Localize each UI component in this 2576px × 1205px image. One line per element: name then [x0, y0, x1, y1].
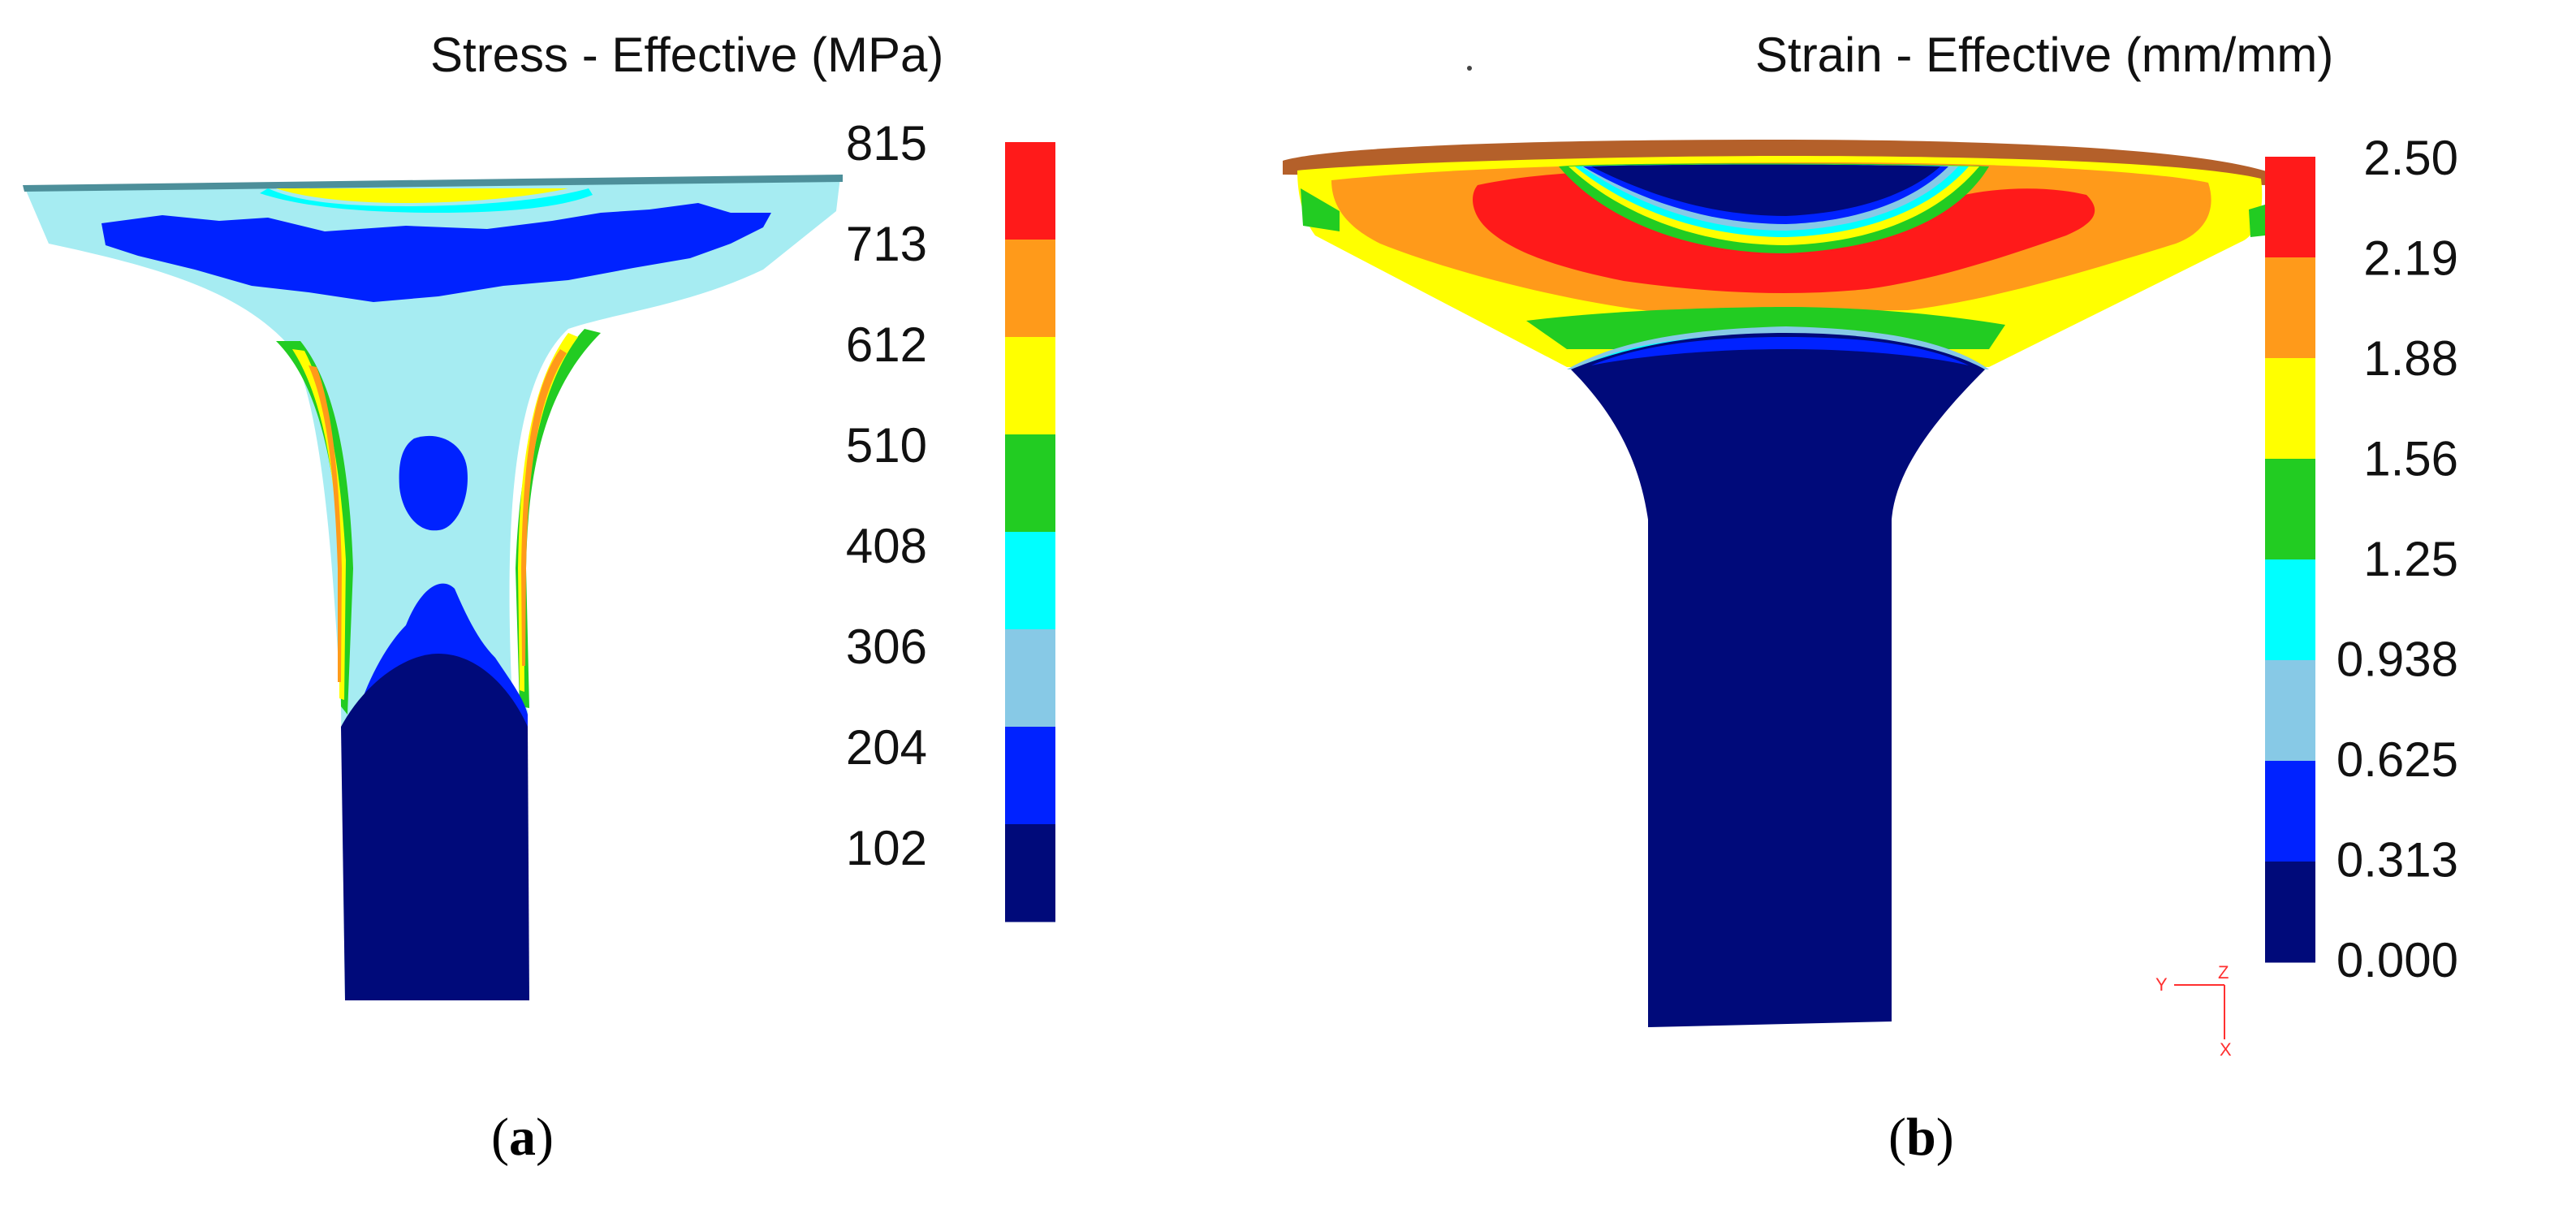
- stress-right-edge-orange: [521, 349, 567, 666]
- stress-contour-plot: [23, 175, 843, 1000]
- legend-tick-label: 1.88: [2363, 331, 2458, 386]
- stress-mid-blue-blob: [399, 435, 468, 531]
- legend-swatch: [1005, 434, 1055, 533]
- legend-swatch: [1005, 727, 1055, 825]
- speck-mark: [1467, 66, 1472, 71]
- legend-swatch: [1005, 824, 1055, 922]
- strain-contour-plot: [1283, 140, 2269, 1027]
- panel-a: Stress - Effective (MPa): [23, 28, 1055, 1167]
- legend-tick-label: 612: [846, 317, 927, 372]
- panel-b-title: Strain - Effective (mm/mm): [1755, 28, 2333, 82]
- strain-stem-navy: [1571, 333, 1985, 1027]
- legend-tick-label: 2.19: [2363, 231, 2458, 286]
- legend-swatch: [1005, 240, 1055, 338]
- legend-swatch: [2265, 559, 2315, 661]
- stress-top-cyan-band: [260, 188, 593, 213]
- triad-z-label: Z: [2218, 962, 2229, 983]
- panel-b: Strain - Effective (mm/mm): [1283, 28, 2458, 1167]
- legend-swatch: [1005, 337, 1055, 435]
- legend-tick-label: 713: [846, 217, 927, 271]
- stress-top-plate: [23, 175, 843, 192]
- stress-left-edge-orange: [309, 365, 342, 682]
- legend-tick-label: 1.25: [2363, 532, 2458, 586]
- strain-left-green: [1301, 188, 1340, 231]
- panel-a-caption: (a): [491, 1108, 554, 1167]
- legend-tick-label: 510: [846, 418, 927, 473]
- legend-tick-label: 0.938: [2337, 633, 2458, 687]
- legend-tick-label: 204: [846, 720, 927, 775]
- stress-top-yellow: [276, 188, 568, 203]
- legend-swatch: [2265, 157, 2315, 258]
- legend-tick-label: 0.000: [2337, 933, 2458, 987]
- strain-bowl-navy: [1591, 164, 1940, 216]
- panel-a-title: Stress - Effective (MPa): [430, 28, 943, 82]
- stress-left-edge-green: [276, 341, 353, 715]
- stress-legend: 815 713 612 510 408 306 204 102: [846, 116, 1055, 922]
- stress-head-blue: [101, 203, 771, 302]
- triad-y-label: Y: [2155, 974, 2168, 995]
- strain-legend: 2.50 2.19 1.88 1.56 1.25 0.938 0.625 0.313 0.000: [2265, 131, 2458, 987]
- legend-tick-label: 0.625: [2337, 732, 2458, 787]
- legend-swatch: [1005, 629, 1055, 728]
- legend-tick-label: 102: [846, 821, 927, 875]
- legend-swatch: [1005, 142, 1055, 240]
- legend-tick-label: 408: [846, 519, 927, 573]
- axis-triad: Y Z X: [2155, 962, 2232, 1060]
- strain-stem-blue-top: [1591, 337, 1969, 365]
- legend-swatch: [2265, 459, 2315, 560]
- strain-right-green: [2249, 205, 2265, 237]
- legend-swatch: [2265, 761, 2315, 862]
- legend-tick-label: 1.56: [2363, 432, 2458, 486]
- legend-swatch: [2265, 862, 2315, 963]
- legend-tick-label: 815: [846, 116, 927, 171]
- legend-swatch: [2265, 257, 2315, 359]
- legend-swatch: [1005, 532, 1055, 630]
- triad-x-label: X: [2220, 1039, 2232, 1060]
- legend-tick-label: 2.50: [2363, 131, 2458, 185]
- legend-tick-label: 0.313: [2337, 833, 2458, 888]
- legend-tick-label: 306: [846, 620, 927, 674]
- stress-stem-navy: [341, 654, 529, 1000]
- legend-swatch: [2265, 358, 2315, 460]
- panel-b-caption: (b): [1888, 1108, 1954, 1167]
- legend-swatch: [2265, 660, 2315, 762]
